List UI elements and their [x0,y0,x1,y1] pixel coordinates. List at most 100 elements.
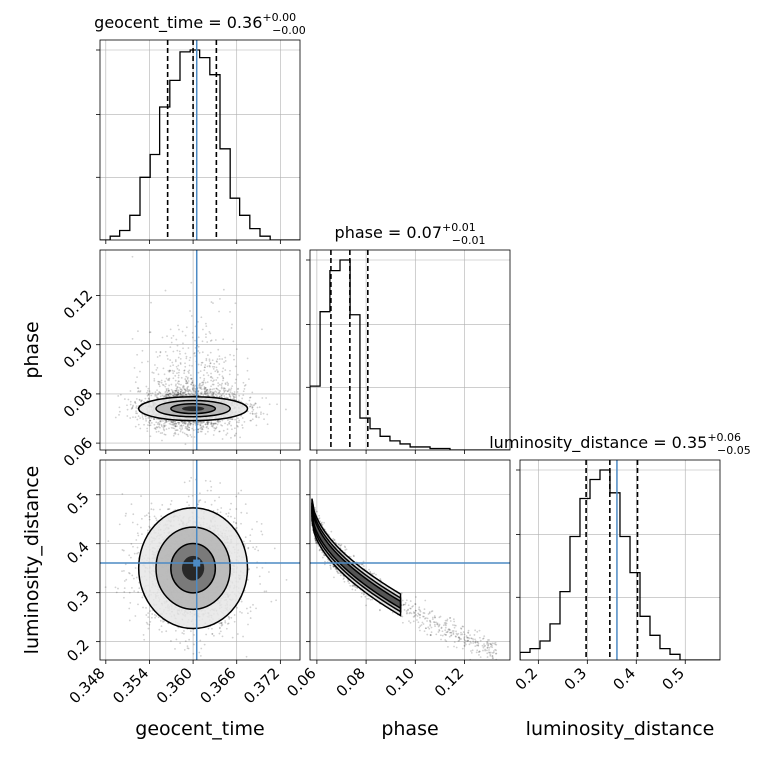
sample-point [234,396,237,399]
sample-point [209,332,212,335]
sample-point [141,413,144,416]
sample-point [209,388,212,391]
sample-point [173,392,176,395]
sample-point [210,301,213,303]
sample-point [138,398,141,401]
sample-point [139,390,141,393]
sample-point [181,632,184,634]
sample-point [182,391,184,394]
sample-point [175,394,178,397]
sample-point [156,397,158,400]
sample-point [131,405,134,408]
sample-point [208,360,211,362]
sample-point [131,407,134,410]
sample-point [179,392,182,395]
sample-point [233,398,236,401]
sample-point [189,424,192,427]
sample-point [155,426,158,428]
sample-point [142,606,144,609]
sample-point [172,395,175,397]
sample-point [149,392,152,395]
sample-point [223,390,226,392]
sample-point [200,392,203,395]
sample-point [174,359,177,361]
sample-point [210,422,213,425]
sample-point [210,393,213,395]
sample-point [219,393,221,395]
sample-point [241,397,244,400]
sample-point [221,375,224,378]
sample-point [230,424,233,427]
sample-point [199,654,202,657]
sample-point [188,423,191,426]
sample-point [222,387,225,390]
sample-point [161,432,164,434]
sample-point [136,418,139,421]
sample-point [190,281,193,284]
sample-point [226,390,229,393]
sample-point [249,617,252,619]
sample-point [175,389,178,392]
sample-point [177,393,180,396]
sample-point [176,392,179,395]
sample-point [251,418,254,421]
sample-point [260,411,262,414]
sample-point [226,428,229,431]
sample-point [210,423,213,426]
sample-point [212,391,215,394]
sample-point [235,522,238,525]
sample-point [249,534,252,537]
sample-point [218,632,221,635]
sample-point [183,369,186,372]
sample-point [220,394,223,397]
sample-point [156,248,158,250]
sample-point [166,335,168,338]
sample-point [255,424,258,427]
sample-point [124,514,127,517]
sample-point [237,417,239,420]
sample-point [131,574,134,577]
sample-point [214,427,217,430]
sample-point [189,374,192,377]
sample-point [255,412,258,415]
sample-point [238,419,241,422]
sample-point [167,369,170,372]
sample-point [147,424,149,426]
sample-point [193,420,195,423]
sample-point [168,427,170,430]
sample-point [227,382,230,385]
sample-point [165,419,167,422]
sample-point [235,432,237,435]
sample-point [218,391,221,394]
sample-point [253,403,256,406]
sample-point [184,389,187,392]
sample-point [210,503,213,506]
sample-point [172,391,175,394]
sample-point [197,420,200,423]
sample-point [190,315,193,317]
sample-point [132,545,134,548]
hist-panel-geocent_time-frame [99,39,301,241]
sample-point [126,408,129,411]
sample-point [177,423,180,425]
sample-point [216,423,219,426]
sample-point [211,388,214,391]
sample-point [186,427,188,430]
sample-point [256,406,259,409]
sample-point [179,425,182,427]
sample-point [200,647,203,650]
sample-point [211,394,214,396]
sample-point [181,426,184,428]
sample-point [183,421,186,424]
sample-point [227,384,229,387]
sample-point [160,379,163,382]
sample-point [251,406,254,409]
sample-point [192,423,195,426]
sample-point [186,386,189,389]
sample-point [189,422,192,425]
sample-point [178,421,181,424]
sample-point [176,429,179,432]
sample-point [191,331,194,334]
sample-point [176,344,179,347]
sample-point [203,388,206,391]
